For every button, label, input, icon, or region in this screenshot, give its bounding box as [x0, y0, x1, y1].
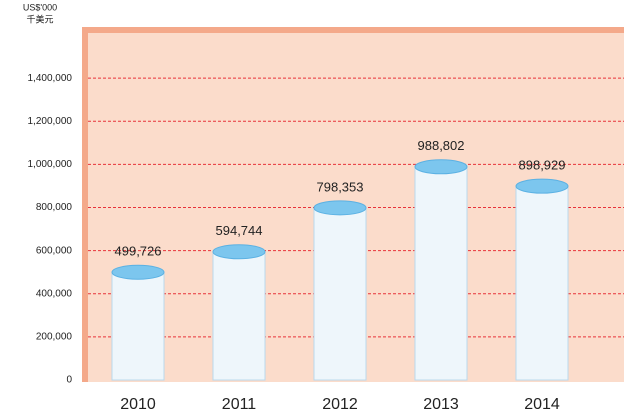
x-tick-label: 2013: [423, 396, 459, 413]
y-tick-label: 1,400,000: [28, 73, 73, 84]
y-tick-label: 1,000,000: [28, 159, 73, 170]
x-tick-label: 2012: [322, 396, 358, 413]
bar-top: [212, 244, 266, 260]
value-label: 499,726: [115, 244, 162, 259]
bar: [212, 251, 266, 381]
y-tick-label: 200,000: [36, 332, 73, 343]
value-label: 988,802: [418, 138, 465, 153]
bar: [111, 271, 165, 381]
value-label: 798,353: [317, 179, 364, 194]
y-tick-label: 0: [66, 375, 72, 386]
y-unit: 千美元: [26, 13, 53, 24]
value-label: 594,744: [216, 223, 263, 238]
bar-top: [414, 159, 468, 175]
x-tick-label: 2011: [222, 396, 257, 413]
y-tick-label: 400,000: [36, 288, 73, 299]
bar-top: [111, 264, 165, 280]
y-tick-label: 1,200,000: [28, 116, 73, 127]
bar: [313, 207, 367, 381]
plot-border: [82, 27, 624, 382]
bar-top: [313, 200, 367, 216]
y-tick-label: 600,000: [36, 245, 73, 256]
y-tick-label: 800,000: [36, 202, 73, 213]
bar: [515, 185, 569, 381]
y-unit: US$'000: [23, 2, 57, 12]
bar: [414, 166, 468, 381]
bar-top: [515, 178, 569, 194]
x-tick-label: 2010: [120, 396, 156, 413]
x-tick-label: 2014: [524, 396, 560, 413]
value-label: 898,929: [519, 158, 566, 173]
